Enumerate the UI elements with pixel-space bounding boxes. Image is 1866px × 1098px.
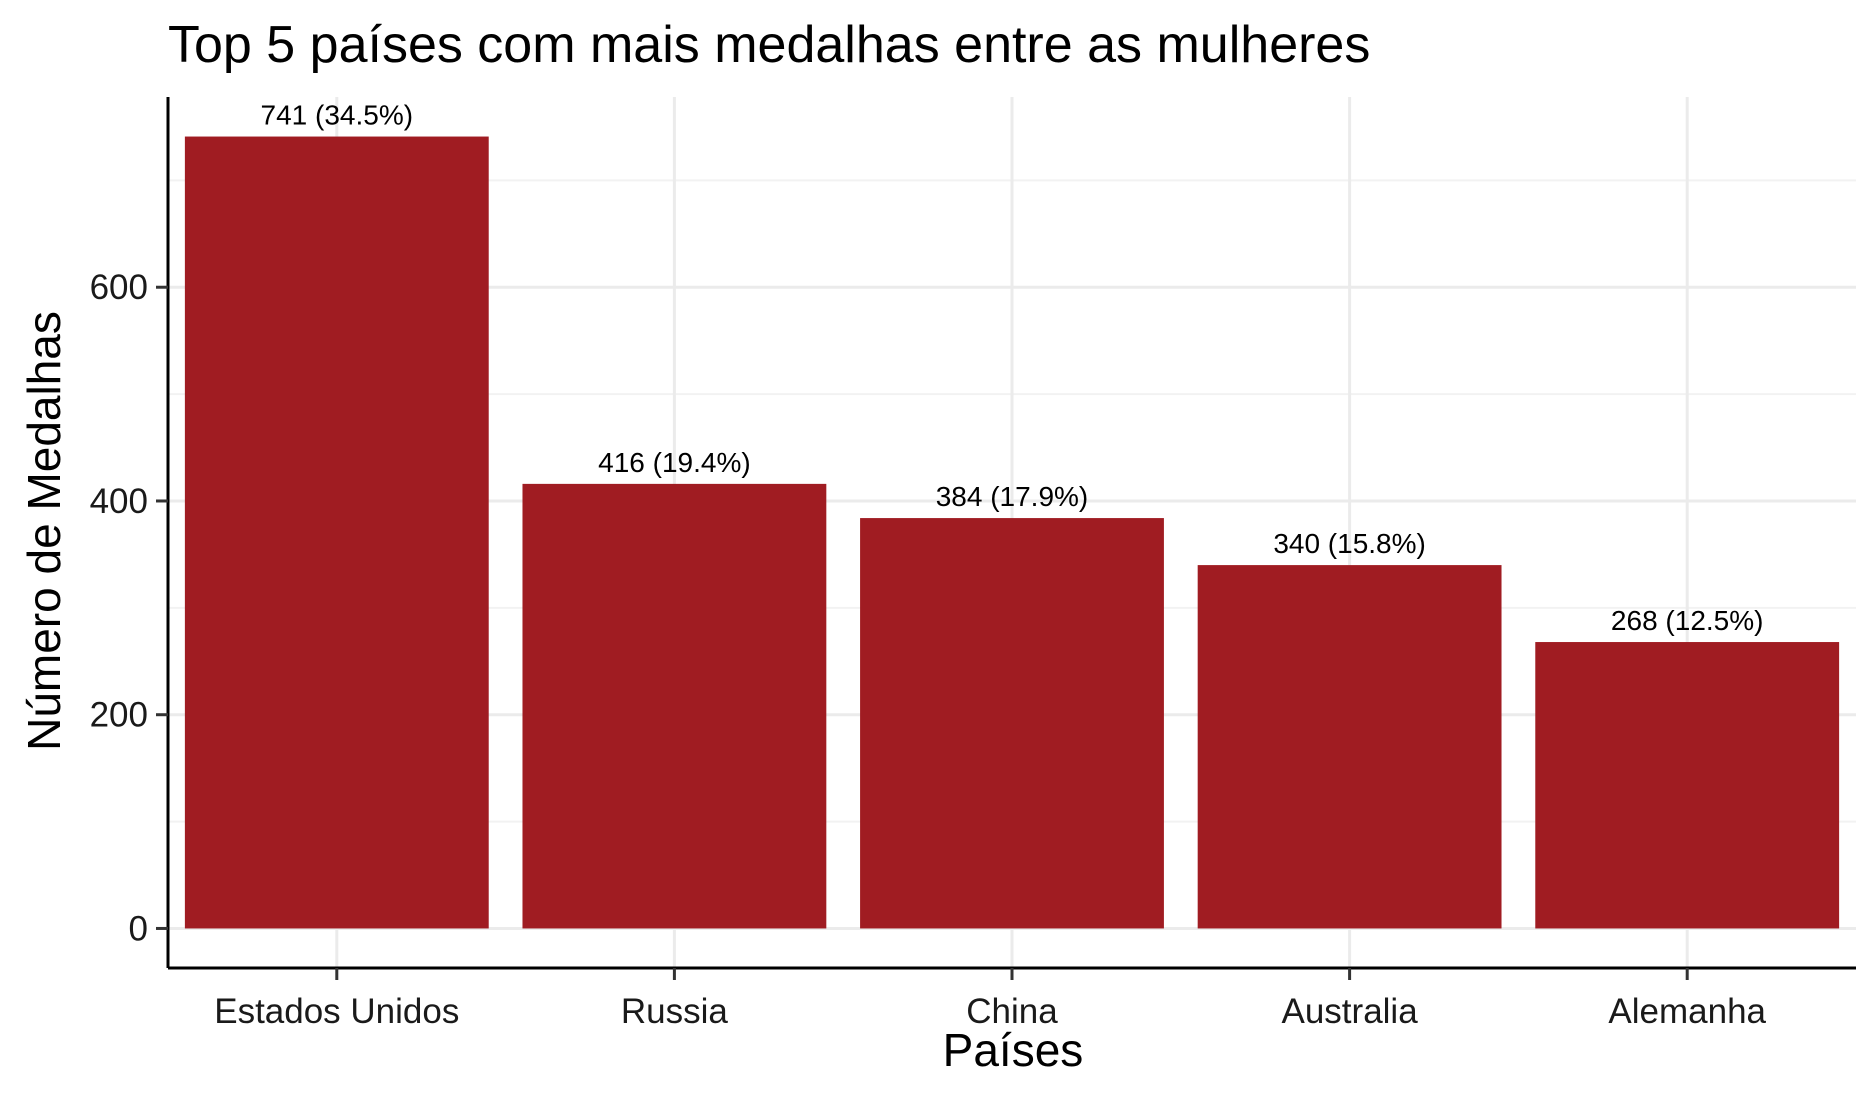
y-tick-label: 0: [129, 909, 148, 948]
bar-australia: [1197, 565, 1502, 929]
bar-data-label: 416 (19.4%): [598, 447, 751, 478]
x-axis-title: Países: [943, 1024, 1084, 1076]
x-tick-label: Australia: [1282, 992, 1419, 1031]
bar-china: [860, 518, 1164, 929]
x-tick-label: Estados Unidos: [214, 992, 459, 1031]
bar-data-label: 340 (15.8%): [1273, 528, 1426, 559]
bar-data-label: 268 (12.5%): [1611, 605, 1764, 636]
bar-data-label: 384 (17.9%): [936, 481, 1089, 512]
x-tick-label: China: [966, 992, 1058, 1031]
data-labels: 741 (34.5%) 416 (19.4%) 384 (17.9%) 340 (15…: [261, 100, 1764, 637]
x-tick-label: Alemanha: [1608, 992, 1766, 1031]
bar-russia: [522, 483, 827, 929]
y-axis-title: Número de Medalhas: [18, 311, 70, 751]
y-tick-label: 600: [90, 268, 148, 307]
bar-alemanha: [1535, 642, 1840, 929]
y-tick-label: 400: [90, 482, 148, 521]
bars: [184, 136, 1840, 929]
y-tick-label: 200: [90, 696, 148, 735]
x-tick-label: Russia: [621, 992, 729, 1031]
chart-title: Top 5 países com mais medalhas entre as …: [168, 16, 1370, 74]
bar-estados-unidos: [184, 136, 489, 929]
bar-data-label: 741 (34.5%): [261, 100, 414, 131]
ticks: 0 200 400 600 Estados Unidos Russia China Austr…: [90, 268, 1767, 1031]
